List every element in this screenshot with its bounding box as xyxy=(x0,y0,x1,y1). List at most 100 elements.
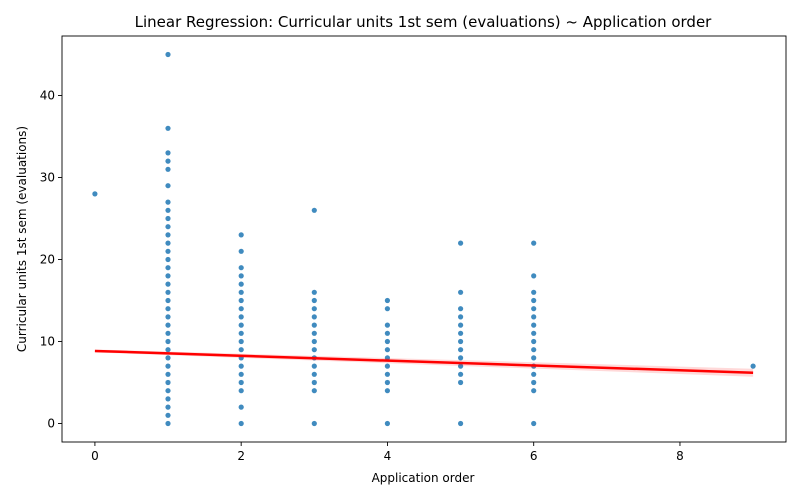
data-point xyxy=(384,347,390,353)
data-point xyxy=(165,297,171,304)
data-point xyxy=(458,420,464,427)
data-point xyxy=(165,232,171,238)
y-axis-label: Curricular units 1st sem (evaluations) xyxy=(15,126,29,352)
data-point xyxy=(238,404,244,410)
data-point xyxy=(384,338,390,345)
data-point xyxy=(238,363,244,369)
data-point xyxy=(458,371,464,377)
data-point xyxy=(531,240,537,246)
data-point xyxy=(165,363,171,369)
data-point xyxy=(458,240,464,246)
regression-line xyxy=(94,349,754,374)
data-point xyxy=(165,125,171,131)
data-point xyxy=(311,330,317,336)
data-point xyxy=(311,420,317,427)
data-point xyxy=(165,412,171,418)
data-point xyxy=(384,363,390,369)
data-point xyxy=(165,256,171,263)
data-point xyxy=(311,297,317,304)
data-point xyxy=(311,347,317,353)
data-point xyxy=(458,330,464,336)
data-point xyxy=(531,420,537,427)
data-point xyxy=(384,379,390,386)
data-point xyxy=(531,314,537,320)
data-point xyxy=(311,306,317,312)
data-point xyxy=(238,347,244,353)
x-tick-label: 4 xyxy=(384,449,392,463)
data-point xyxy=(531,379,537,386)
data-point xyxy=(384,420,390,427)
data-point xyxy=(531,306,537,312)
data-point xyxy=(165,322,171,328)
data-points xyxy=(92,51,756,427)
data-point xyxy=(384,355,390,361)
data-point xyxy=(238,265,244,271)
regression-line-group xyxy=(94,349,754,377)
x-tick-label: 0 xyxy=(91,449,99,463)
data-point xyxy=(531,371,537,377)
data-point xyxy=(531,330,537,336)
data-point xyxy=(458,289,464,295)
data-point xyxy=(531,338,537,345)
data-point xyxy=(238,388,244,394)
data-point xyxy=(165,150,171,156)
data-point xyxy=(238,371,244,377)
y-tick-label: 0 xyxy=(47,417,55,431)
data-point xyxy=(165,240,171,246)
data-point xyxy=(458,314,464,320)
data-point xyxy=(311,314,317,320)
data-point xyxy=(165,51,171,58)
data-point xyxy=(458,347,464,353)
data-point xyxy=(531,297,537,304)
data-point xyxy=(238,289,244,295)
data-point xyxy=(238,314,244,320)
data-point xyxy=(165,338,171,345)
data-point xyxy=(311,379,317,386)
data-point xyxy=(384,388,390,394)
data-point xyxy=(165,289,171,295)
data-point xyxy=(165,379,171,386)
data-point xyxy=(458,379,464,386)
data-point xyxy=(238,338,244,345)
data-point xyxy=(311,289,317,295)
data-point xyxy=(311,338,317,345)
data-point xyxy=(165,314,171,320)
data-point xyxy=(531,388,537,394)
data-point xyxy=(165,265,171,271)
data-point xyxy=(165,166,171,172)
data-point xyxy=(238,306,244,312)
data-point xyxy=(165,396,171,402)
data-point xyxy=(238,379,244,386)
data-point xyxy=(750,363,756,369)
data-point xyxy=(458,363,464,369)
data-point xyxy=(458,322,464,328)
data-point xyxy=(531,355,537,361)
data-point xyxy=(311,371,317,377)
data-point xyxy=(165,248,171,254)
data-point xyxy=(311,363,317,369)
x-tick-label: 8 xyxy=(676,449,684,463)
data-point xyxy=(311,322,317,328)
data-point xyxy=(238,248,244,254)
data-point xyxy=(238,420,244,427)
data-point xyxy=(384,330,390,336)
data-point xyxy=(165,224,171,230)
data-point xyxy=(165,273,171,279)
data-point xyxy=(165,215,171,222)
data-point xyxy=(165,207,171,213)
x-axis-ticks: 0 2 4 6 8 xyxy=(91,442,684,463)
data-point xyxy=(458,306,464,312)
data-point xyxy=(165,158,171,164)
x-tick-label: 6 xyxy=(530,449,538,463)
data-point xyxy=(165,306,171,312)
y-tick-label: 30 xyxy=(40,170,55,184)
data-point xyxy=(165,347,171,353)
data-point xyxy=(384,306,390,312)
data-point xyxy=(165,355,171,361)
plot-frame xyxy=(61,35,787,443)
data-point xyxy=(384,371,390,377)
data-point xyxy=(531,322,537,328)
data-point xyxy=(92,191,98,197)
y-tick-label: 20 xyxy=(40,253,55,267)
